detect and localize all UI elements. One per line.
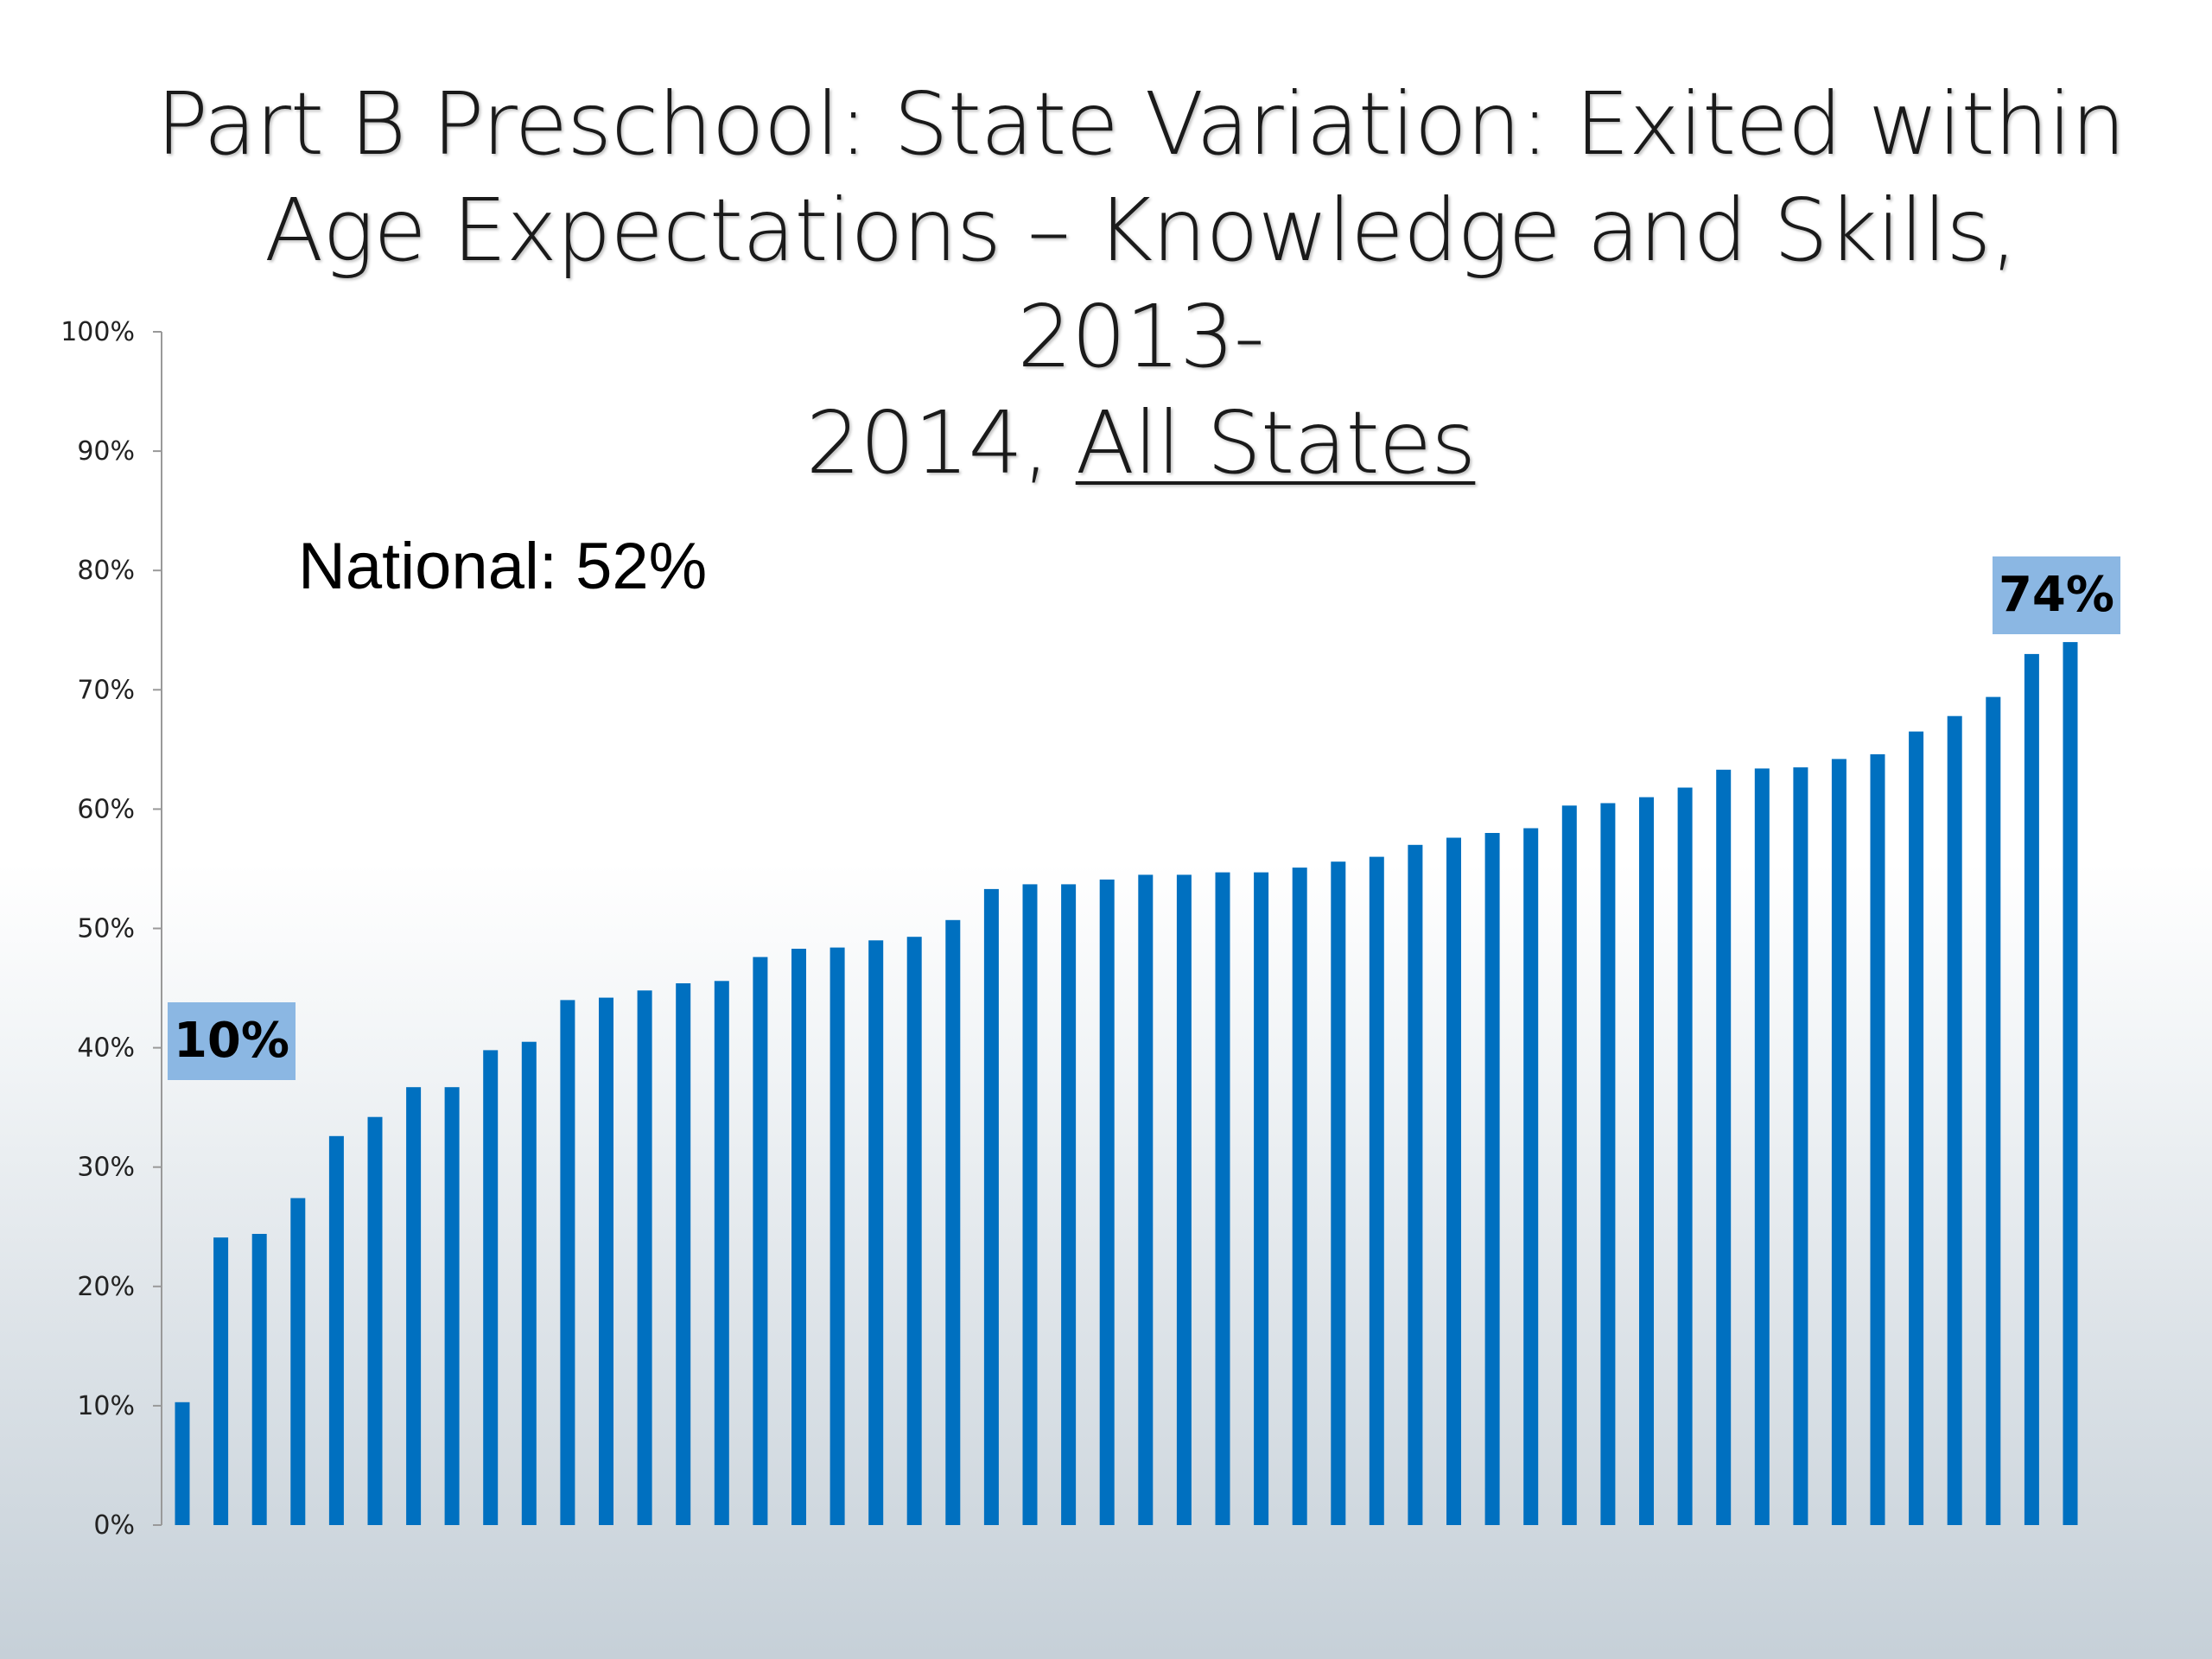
- bar: [753, 957, 768, 1525]
- slide-title: Part B Preschool: State Variation: Exite…: [130, 71, 2152, 496]
- bar: [213, 1237, 229, 1525]
- title-line-3: 2014, All States: [130, 390, 2152, 496]
- bar: [444, 1087, 460, 1525]
- bar: [2063, 642, 2078, 1525]
- bar: [1061, 884, 1077, 1525]
- y-tick-label: 20%: [77, 1272, 135, 1302]
- bar: [1292, 868, 1307, 1525]
- bar: [1215, 872, 1230, 1525]
- bar: [983, 888, 999, 1525]
- title-line-1: Part B Preschool: State Variation: Exite…: [156, 73, 2126, 175]
- national-average-label: National: 52%: [298, 530, 708, 603]
- bar: [521, 1041, 537, 1525]
- y-tick-label: 30%: [77, 1153, 135, 1183]
- bar: [290, 1198, 306, 1525]
- max-value-callout: 74%: [1993, 556, 2120, 634]
- bar: [1254, 872, 1269, 1525]
- bar: [1561, 805, 1577, 1525]
- bar: [1176, 874, 1192, 1525]
- bar: [1831, 759, 1847, 1525]
- bar: [1793, 767, 1808, 1525]
- y-tick-label: 90%: [77, 436, 135, 467]
- bar: [599, 997, 613, 1525]
- y-tick-label: 0%: [93, 1510, 135, 1541]
- bar: [251, 1234, 267, 1525]
- bars: [175, 642, 2078, 1525]
- bar: [1986, 696, 2001, 1525]
- bar: [2024, 653, 2039, 1525]
- bar: [328, 1135, 344, 1525]
- y-axis: 0% 10% 20% 30% 40% 50% 60% 70% 80% 90% 100%: [60, 317, 162, 1541]
- bar: [1947, 715, 1962, 1525]
- title-line-3-prefix: 2014,: [805, 392, 1076, 493]
- bar: [906, 937, 922, 1525]
- bar: [868, 940, 884, 1525]
- bar: [830, 947, 845, 1525]
- min-value-callout: 10%: [168, 1002, 296, 1080]
- y-tick-label: 80%: [77, 556, 135, 586]
- y-tick-label: 60%: [77, 794, 135, 824]
- bar: [406, 1087, 422, 1525]
- y-tick-label: 50%: [77, 914, 135, 944]
- bar: [1022, 884, 1038, 1525]
- bar: [676, 983, 691, 1525]
- bar: [1484, 833, 1500, 1525]
- bar: [1099, 879, 1115, 1525]
- bar: [1639, 797, 1654, 1525]
- bar: [1331, 861, 1346, 1525]
- bar: [1446, 837, 1461, 1525]
- bar: [1754, 768, 1770, 1525]
- bar: [367, 1116, 383, 1525]
- bar: [1870, 753, 1885, 1525]
- y-tick-label: 70%: [77, 675, 135, 705]
- bar: [483, 1050, 499, 1525]
- bar: [1716, 769, 1732, 1525]
- y-tick-label: 10%: [77, 1391, 135, 1421]
- bar: [791, 949, 806, 1525]
- bar: [1600, 803, 1616, 1525]
- title-all-states: All States: [1075, 392, 1477, 493]
- bar: [175, 1402, 190, 1525]
- y-tick-label: 40%: [77, 1033, 135, 1064]
- bar: [714, 981, 729, 1525]
- bar: [1677, 787, 1693, 1525]
- bar: [1138, 874, 1154, 1525]
- title-line-2: Age Expectations – Knowledge and Skills,…: [264, 180, 2018, 387]
- bar: [1523, 828, 1539, 1525]
- bar: [637, 990, 652, 1525]
- bar: [1408, 844, 1423, 1525]
- bar: [560, 1000, 575, 1525]
- y-tick-label: 100%: [60, 317, 135, 347]
- bar: [945, 919, 961, 1525]
- bar: [1909, 731, 1924, 1525]
- bar: [1369, 856, 1384, 1525]
